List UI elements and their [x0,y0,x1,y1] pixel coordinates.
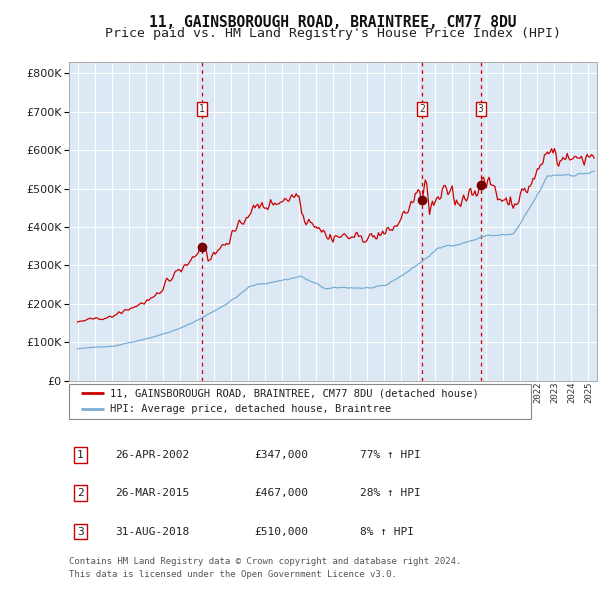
Text: 26-MAR-2015: 26-MAR-2015 [115,489,190,498]
Text: 8% ↑ HPI: 8% ↑ HPI [360,527,414,536]
Text: 28% ↑ HPI: 28% ↑ HPI [360,489,421,498]
Text: 26-APR-2002: 26-APR-2002 [115,450,190,460]
Text: 11, GAINSBOROUGH ROAD, BRAINTREE, CM77 8DU (detached house): 11, GAINSBOROUGH ROAD, BRAINTREE, CM77 8… [110,388,478,398]
Text: Contains HM Land Registry data © Crown copyright and database right 2024.: Contains HM Land Registry data © Crown c… [69,558,461,566]
Text: £347,000: £347,000 [254,450,308,460]
FancyBboxPatch shape [69,384,531,419]
Text: 11, GAINSBOROUGH ROAD, BRAINTREE, CM77 8DU: 11, GAINSBOROUGH ROAD, BRAINTREE, CM77 8… [149,15,517,30]
Text: £467,000: £467,000 [254,489,308,498]
Text: HPI: Average price, detached house, Braintree: HPI: Average price, detached house, Brai… [110,404,391,414]
Text: 1: 1 [199,104,205,114]
Text: 3: 3 [478,104,484,114]
Text: 2: 2 [77,489,84,498]
Text: Price paid vs. HM Land Registry's House Price Index (HPI): Price paid vs. HM Land Registry's House … [105,27,561,40]
Text: 2: 2 [419,104,425,114]
Text: £510,000: £510,000 [254,527,308,536]
Text: 1: 1 [77,450,84,460]
Text: 31-AUG-2018: 31-AUG-2018 [115,527,190,536]
Text: This data is licensed under the Open Government Licence v3.0.: This data is licensed under the Open Gov… [69,571,397,579]
Text: 77% ↑ HPI: 77% ↑ HPI [360,450,421,460]
Text: 3: 3 [77,527,84,536]
